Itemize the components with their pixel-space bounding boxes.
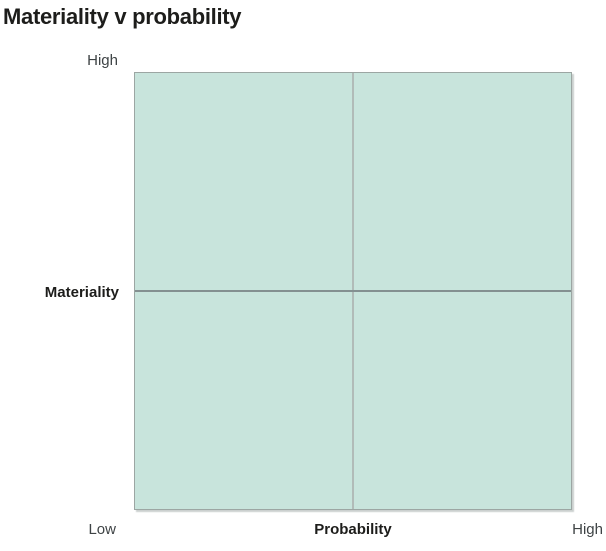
y-axis-label: Materiality: [44, 284, 119, 301]
chart-title: Materiality v probability: [3, 4, 242, 29]
quadrant-bottom-right: [353, 291, 571, 509]
quadrant-bottom-left: [135, 291, 353, 509]
x-axis-label: Probability: [314, 521, 392, 538]
quadrant-plot-area: [134, 72, 572, 510]
y-axis-high-tick: High: [87, 52, 118, 69]
quadrant-top-right: [353, 73, 571, 291]
x-axis-low-tick: Low: [88, 521, 116, 538]
x-axis-high-tick: High: [572, 521, 603, 538]
quadrant-top-left: [135, 73, 353, 291]
horizontal-midline: [135, 290, 571, 292]
